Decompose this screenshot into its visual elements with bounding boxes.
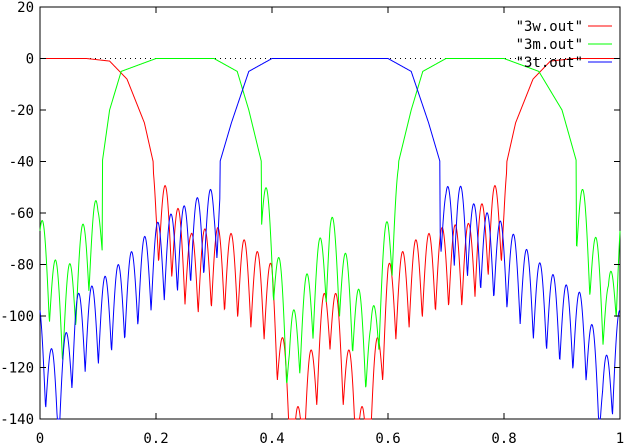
y-tick-label: -60	[9, 206, 34, 222]
x-tick-label: 0	[36, 431, 44, 447]
legend: "3w.out" "3m.out" "3t.out"	[516, 19, 612, 71]
y-tick-label: -140	[0, 412, 34, 428]
y-tick-label: 0	[26, 52, 34, 68]
series-line-1	[40, 58, 620, 420]
y-tick-label: -40	[9, 155, 34, 171]
y-tick-label: 20	[17, 0, 34, 16]
y-tick-label: -120	[0, 361, 34, 377]
y-tick-label: -100	[0, 309, 34, 325]
x-tick-label: 0.6	[375, 431, 400, 447]
legend-label: "3m.out"	[516, 37, 583, 53]
x-tick-label: 0.8	[491, 431, 516, 447]
series-layer	[39, 58, 621, 420]
legend-label: "3t.out"	[516, 55, 583, 71]
x-tick-label: 1	[616, 431, 624, 447]
x-tick-label: 0.2	[143, 431, 168, 447]
series-line-2	[39, 58, 621, 388]
y-axis: 20 0 -20 -40 -60 -80 -100 -120 -140	[0, 0, 620, 428]
legend-label: "3w.out"	[516, 19, 583, 35]
y-tick-label: -80	[9, 258, 34, 274]
x-tick-label: 0.4	[259, 431, 284, 447]
series-line-3	[39, 58, 621, 420]
x-axis: 0 0.2 0.4 0.6 0.8 1	[36, 7, 624, 447]
y-tick-label: -20	[9, 103, 34, 119]
